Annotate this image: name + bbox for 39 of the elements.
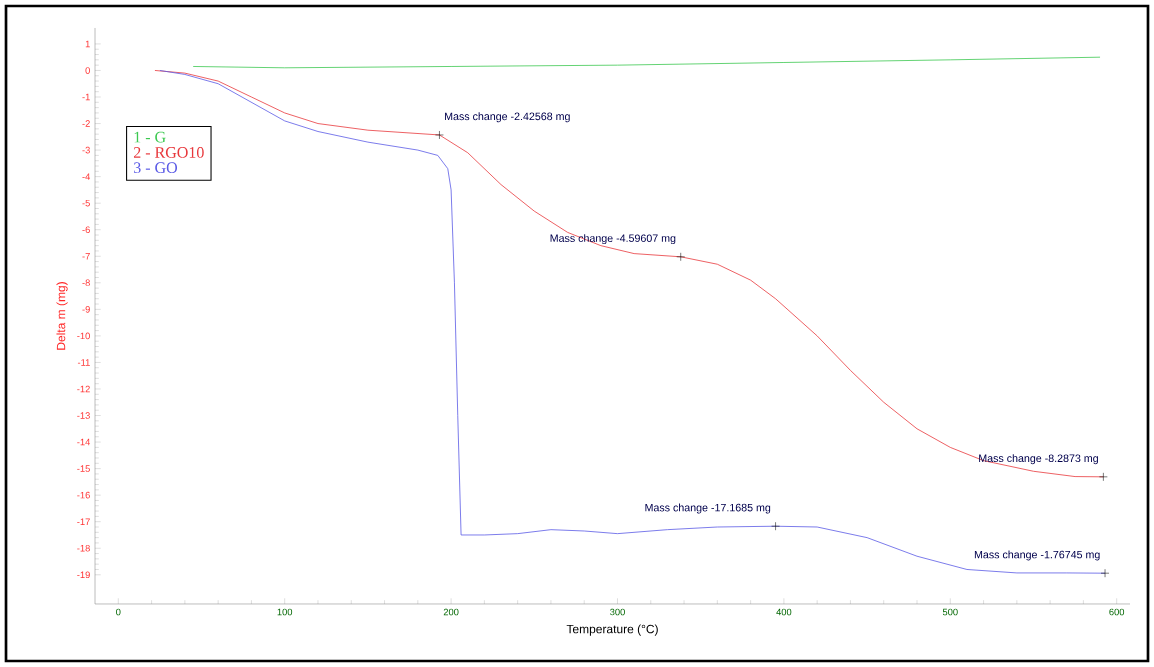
y-tick-label: -16: [77, 491, 90, 499]
y-tick-label: 1: [85, 40, 90, 48]
y-tick-label: -10: [77, 332, 90, 340]
y-tick-label: -2: [82, 120, 90, 127]
y-tick-label: -11: [77, 359, 90, 366]
annotation: Mass change -8.2873 mg: [979, 454, 1098, 465]
y-tick-label: -8: [82, 279, 90, 287]
y-tick-label: -19: [77, 571, 90, 579]
y-tick-label: -7: [82, 253, 90, 260]
y-tick-label: -5: [82, 199, 90, 207]
x-axis-title: Temperature (°C): [566, 624, 658, 636]
annotation: Mass change -2.42568 mg: [445, 112, 570, 123]
y-tick-label: -12: [77, 385, 90, 393]
y-tick-label: -6: [82, 226, 90, 234]
y-tick-label: -18: [77, 544, 90, 552]
x-tick-label: 300: [610, 608, 625, 616]
y-tick-label: 0: [85, 67, 90, 74]
y-tick-label: -3: [82, 146, 90, 154]
x-tick-label: 500: [942, 608, 958, 616]
text: 1 - G: [134, 131, 166, 143]
x-tick-label: 400: [776, 608, 792, 616]
x-tick-label: 200: [443, 608, 459, 616]
line-series: [192, 56, 1101, 69]
y-tick-label: -13: [77, 412, 90, 419]
y-tick-label: -9: [82, 306, 90, 313]
y-tick-label: -17: [77, 518, 90, 525]
text: 2 - RGO10: [133, 147, 204, 158]
y-tick-label: -15: [77, 465, 90, 472]
y-tick-label: -4: [82, 173, 91, 180]
y-axis-title: Delta m (mg): [56, 282, 68, 350]
annotation: Mass change -4.59607 mg: [550, 234, 676, 245]
x-tick-label: 100: [277, 608, 293, 616]
text: 3 - GO: [134, 162, 178, 174]
annotation: Mass change -1.76745 mg: [974, 550, 1100, 561]
y-tick-label: -14: [77, 438, 91, 446]
x-tick-label: 600: [1109, 608, 1125, 616]
x-tick-label: 0: [116, 608, 121, 616]
y-tick-label: -1: [82, 93, 90, 101]
annotation: Mass change -17.1685 mg: [645, 503, 771, 514]
